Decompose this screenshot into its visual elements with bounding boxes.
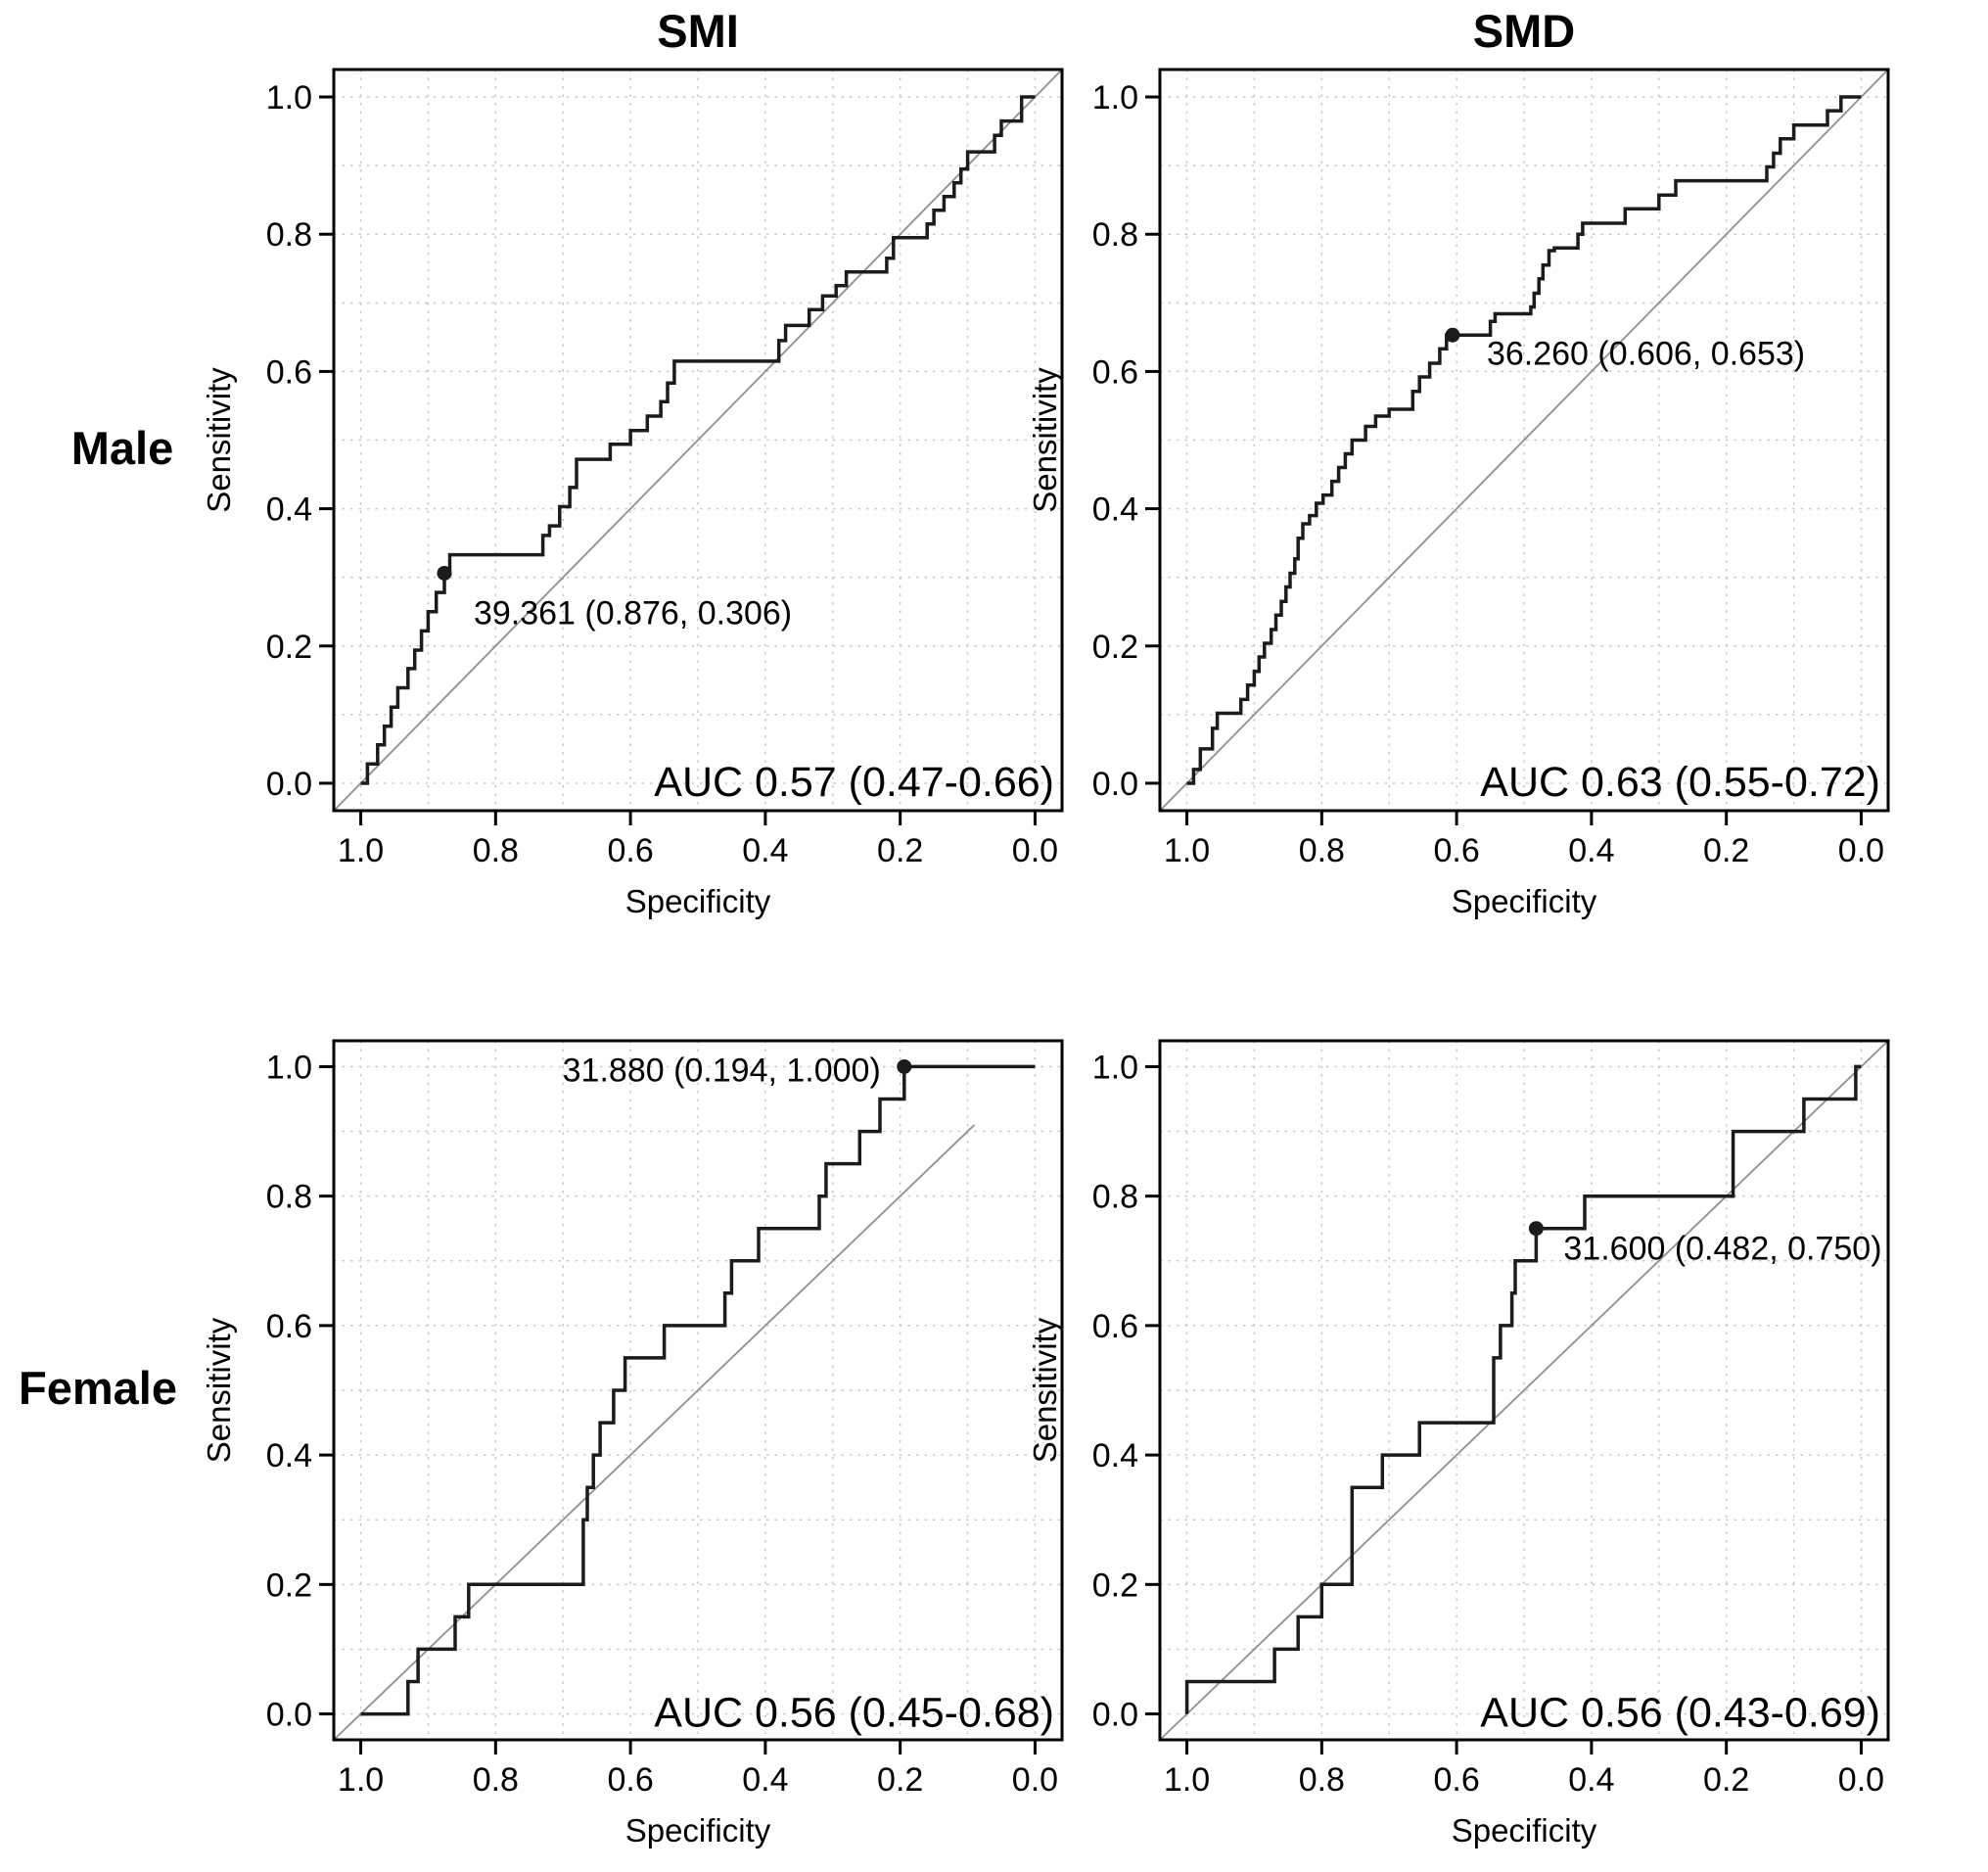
x-tick-label: 0.2 (877, 1761, 923, 1799)
x-tick-label: 0.8 (1299, 1761, 1345, 1799)
x-axis-label: Specificity (1452, 883, 1597, 919)
cutoff-label: 36.260 (0.606, 0.653) (1487, 335, 1805, 372)
auc-label: AUC 0.57 (0.47-0.66) (654, 759, 1054, 806)
y-tick-label: 0.2 (1092, 629, 1138, 666)
roc-curve (1184, 1064, 1862, 1714)
x-tick-label: 0.6 (607, 832, 653, 869)
diagonal-reference-line (333, 1124, 976, 1741)
x-tick-label: 0.6 (607, 1761, 653, 1799)
x-tick-label: 0.4 (1568, 1761, 1614, 1799)
y-tick-label: 0.0 (266, 1697, 312, 1734)
cutoff-point (437, 565, 452, 581)
auc-label: AUC 0.63 (0.55-0.72) (1480, 759, 1880, 806)
diagonal-reference-line (1159, 69, 1889, 812)
roc-plot-female-smi: 1.0 0.8 0.6 0.4 0.2 0.0 0.0 0.2 0.4 0.6 0.8 1.0 Spec… (201, 1039, 1064, 1849)
y-tick-label: 0.0 (266, 766, 312, 803)
y-tick-label: 0.4 (1092, 1437, 1138, 1474)
panel-box (332, 1039, 1064, 1742)
row-label-male: Male (70, 422, 174, 474)
cutoff-label: 31.880 (0.194, 1.000) (563, 1052, 881, 1089)
y-tick-label: 0.0 (1092, 1697, 1138, 1734)
panel-box (1158, 68, 1890, 813)
x-tick-label: 0.0 (1012, 1761, 1058, 1799)
diagonal-reference-line (1159, 1040, 1889, 1741)
roc-curve (1186, 95, 1862, 785)
x-tick-label: 0.0 (1012, 832, 1058, 869)
roc-curve (360, 95, 1036, 785)
y-tick-label: 0.4 (266, 1437, 312, 1474)
x-tick-label: 0.2 (1703, 1761, 1749, 1799)
y-axis-label: Sensitivity (1027, 1317, 1063, 1463)
roc-plot-male-smd: 1.0 0.8 0.6 0.4 0.2 0.0 0.0 0.2 0.4 0.6 0.8 1.0 Spec… (1027, 68, 1890, 919)
x-tick-label: 0.8 (473, 832, 519, 869)
auc-label: AUC 0.56 (0.43-0.69) (1480, 1690, 1880, 1737)
x-axis-label: Specificity (625, 1812, 771, 1849)
y-tick-label: 0.2 (266, 629, 312, 666)
y-tick-label: 1.0 (266, 1049, 312, 1086)
y-tick-label: 1.0 (1092, 1049, 1138, 1086)
y-axis-label: Sensitivity (201, 1317, 237, 1463)
x-axis-label: Specificity (625, 883, 771, 919)
roc-plot-male-smi: 1.0 0.8 0.6 0.4 0.2 0.0 0.0 0.2 0.4 0.6 0.8 1.0 Spec… (201, 68, 1064, 919)
x-tick-label: 1.0 (1164, 1761, 1210, 1799)
y-tick-label: 0.6 (1092, 353, 1138, 391)
y-tick-label: 0.0 (1092, 766, 1138, 803)
cutoff-point (1528, 1221, 1544, 1237)
cutoff-label: 31.600 (0.482, 0.750) (1563, 1231, 1881, 1268)
x-tick-label: 0.8 (1299, 832, 1345, 869)
cutoff-label: 39.361 (0.876, 0.306) (474, 594, 792, 632)
x-tick-label: 1.0 (1164, 832, 1210, 869)
y-tick-label: 0.8 (1092, 1179, 1138, 1216)
roc-curve (360, 1064, 1036, 1716)
x-tick-label: 1.0 (338, 832, 384, 869)
y-tick-label: 0.6 (266, 353, 312, 391)
cutoff-point (897, 1058, 912, 1074)
x-tick-label: 0.0 (1838, 1761, 1884, 1799)
x-tick-label: 0.2 (877, 832, 923, 869)
y-tick-label: 0.2 (266, 1567, 312, 1604)
column-title-smi: SMI (657, 5, 739, 57)
y-tick-label: 0.4 (1092, 491, 1138, 529)
x-tick-label: 1.0 (338, 1761, 384, 1799)
x-tick-label: 0.4 (742, 1761, 788, 1799)
x-tick-label: 0.2 (1703, 832, 1749, 869)
panel-box (1158, 1039, 1890, 1742)
y-tick-label: 0.6 (1092, 1308, 1138, 1345)
x-tick-label: 0.6 (1433, 832, 1479, 869)
y-tick-label: 0.2 (1092, 1567, 1138, 1604)
x-tick-label: 0.6 (1433, 1761, 1479, 1799)
y-axis-label: Sensitivity (1027, 367, 1063, 513)
column-title-smd: SMD (1472, 5, 1576, 57)
x-tick-label: 0.8 (473, 1761, 519, 1799)
y-tick-label: 0.8 (266, 1179, 312, 1216)
y-tick-label: 0.4 (266, 491, 312, 529)
y-tick-label: 0.8 (266, 216, 312, 254)
y-tick-label: 0.8 (1092, 216, 1138, 254)
x-tick-label: 0.0 (1838, 832, 1884, 869)
y-tick-label: 0.6 (266, 1308, 312, 1345)
diagonal-reference-line (333, 69, 1063, 812)
auc-label: AUC 0.56 (0.45-0.68) (654, 1690, 1054, 1737)
roc-plot-female-smd: 1.0 0.8 0.6 0.4 0.2 0.0 0.0 0.2 0.4 0.6 0.8 1.0 Spec… (1027, 1039, 1890, 1849)
panel-box (332, 68, 1064, 813)
x-tick-label: 0.4 (742, 832, 788, 869)
row-label-female: Female (19, 1362, 177, 1414)
y-axis-label: Sensitivity (201, 367, 237, 513)
x-axis-label: Specificity (1452, 1812, 1597, 1849)
y-tick-label: 1.0 (1092, 79, 1138, 117)
y-tick-label: 1.0 (266, 79, 312, 117)
x-tick-label: 0.4 (1568, 832, 1614, 869)
cutoff-point (1445, 327, 1460, 343)
